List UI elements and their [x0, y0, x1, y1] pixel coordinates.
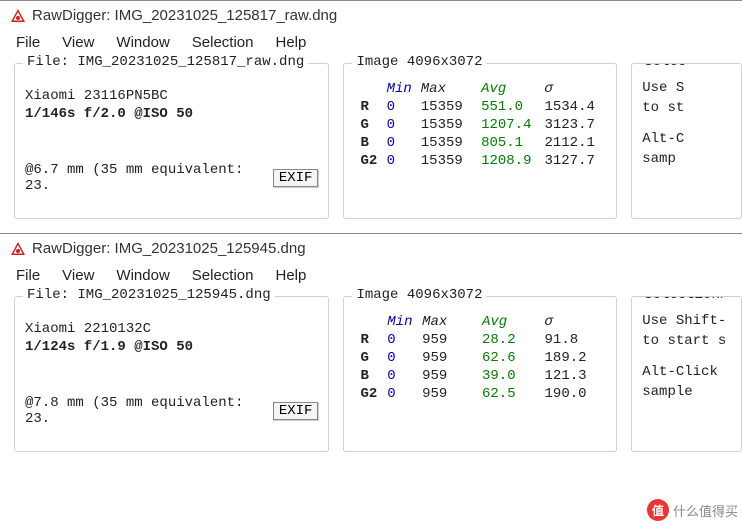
focal-length: @7.8 mm (35 mm equivalent: 23.	[25, 395, 271, 427]
image-group-title: Image 4096x3072	[352, 287, 486, 303]
header-sigma: σ	[545, 313, 607, 331]
camera-model: Xiaomi 23116PN5BC	[25, 88, 318, 104]
selection-group-title: Selec	[640, 63, 690, 70]
file-group-title: File: IMG_20231025_125817_raw.dng	[23, 54, 308, 70]
stats-header-row: Min Max Avg σ	[360, 80, 606, 98]
exposure-settings: 1/124s f/1.9 @ISO 50	[25, 339, 318, 355]
app-window-0: RawDigger: IMG_20231025_125817_raw.dng F…	[0, 0, 742, 219]
stats-table: Min Max Avg σ R 0 15359 551.0 1534.4 G 0…	[360, 80, 606, 170]
menu-help[interactable]: Help	[266, 32, 319, 53]
stats-row: G 0 959 62.6 189.2	[360, 349, 606, 367]
header-avg: Avg	[482, 313, 545, 331]
title-bar: RawDigger: IMG_20231025_125817_raw.dng	[0, 1, 742, 28]
selection-help-text: Use Shift-to start sAlt-Clicksample	[642, 311, 731, 402]
header-sigma: σ	[544, 80, 606, 98]
header-min: Min	[387, 313, 422, 331]
selection-group: Selection/ Use Shift-to start sAlt-Click…	[631, 296, 742, 452]
image-stats-group: Image 4096x3072 Min Max Avg σ R 0 959 28…	[343, 296, 617, 452]
app-title: RawDigger: IMG_20231025_125817_raw.dng	[32, 7, 337, 24]
selection-group-title: Selection/	[640, 296, 732, 303]
header-min: Min	[387, 80, 421, 98]
menu-window[interactable]: Window	[106, 265, 181, 286]
app-window-1: RawDigger: IMG_20231025_125945.dng FileV…	[0, 233, 742, 452]
stats-header-row: Min Max Avg σ	[360, 313, 606, 331]
focal-length: @6.7 mm (35 mm equivalent: 23.	[25, 162, 271, 194]
stats-row: G2 0 15359 1208.9 3127.7	[360, 152, 606, 170]
stats-table: Min Max Avg σ R 0 959 28.2 91.8 G 0 959 …	[360, 313, 606, 403]
header-max: Max	[422, 313, 482, 331]
menu-window[interactable]: Window	[106, 32, 181, 53]
app-icon	[10, 8, 26, 24]
header-max: Max	[421, 80, 481, 98]
menu-file[interactable]: File	[6, 265, 52, 286]
stats-row: R 0 15359 551.0 1534.4	[360, 98, 606, 116]
app-title: RawDigger: IMG_20231025_125945.dng	[32, 240, 306, 257]
title-bar: RawDigger: IMG_20231025_125945.dng	[0, 234, 742, 261]
camera-model: Xiaomi 2210132C	[25, 321, 318, 337]
watermark-text: 什么值得买	[673, 501, 738, 520]
menu-selection[interactable]: Selection	[182, 32, 266, 53]
exposure-settings: 1/146s f/2.0 @ISO 50	[25, 106, 318, 122]
selection-group: Selec Use Sto stAlt-Csamp	[631, 63, 742, 219]
menu-file[interactable]: File	[6, 32, 52, 53]
menu-selection[interactable]: Selection	[182, 265, 266, 286]
menu-view[interactable]: View	[52, 32, 106, 53]
stats-row: G 0 15359 1207.4 3123.7	[360, 116, 606, 134]
stats-row: B 0 15359 805.1 2112.1	[360, 134, 606, 152]
watermark: 值 什么值得买	[647, 499, 738, 521]
file-group-title: File: IMG_20231025_125945.dng	[23, 287, 275, 303]
content-area: File: IMG_20231025_125817_raw.dng Xiaomi…	[0, 63, 742, 219]
file-group: File: IMG_20231025_125945.dng Xiaomi 221…	[14, 296, 329, 452]
content-area: File: IMG_20231025_125945.dng Xiaomi 221…	[0, 296, 742, 452]
selection-help-text: Use Sto stAlt-Csamp	[642, 78, 731, 169]
exif-button[interactable]: EXIF	[273, 402, 319, 420]
file-group: File: IMG_20231025_125817_raw.dng Xiaomi…	[14, 63, 329, 219]
image-group-title: Image 4096x3072	[352, 54, 486, 70]
menu-help[interactable]: Help	[266, 265, 319, 286]
stats-row: R 0 959 28.2 91.8	[360, 331, 606, 349]
stats-row: B 0 959 39.0 121.3	[360, 367, 606, 385]
header-avg: Avg	[481, 80, 544, 98]
exif-button[interactable]: EXIF	[273, 169, 319, 187]
app-icon	[10, 241, 26, 257]
menu-view[interactable]: View	[52, 265, 106, 286]
stats-row: G2 0 959 62.5 190.0	[360, 385, 606, 403]
image-stats-group: Image 4096x3072 Min Max Avg σ R 0 15359 …	[343, 63, 617, 219]
watermark-icon: 值	[647, 499, 669, 521]
